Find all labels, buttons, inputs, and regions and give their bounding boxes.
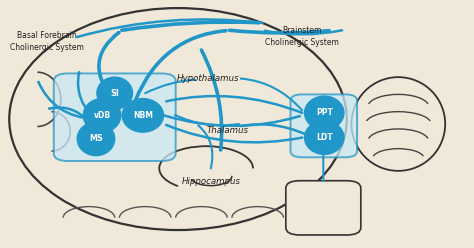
FancyArrowPatch shape — [175, 115, 239, 125]
Ellipse shape — [97, 77, 133, 109]
Text: Brainstem
Cholinergic System: Brainstem Cholinergic System — [265, 26, 339, 47]
Ellipse shape — [305, 121, 344, 154]
Text: PPT: PPT — [316, 108, 333, 117]
Text: SI: SI — [110, 89, 119, 98]
Ellipse shape — [30, 20, 335, 168]
FancyArrowPatch shape — [49, 108, 94, 129]
FancyArrowPatch shape — [164, 115, 300, 126]
Text: Thalamus: Thalamus — [206, 126, 248, 135]
Ellipse shape — [77, 122, 115, 155]
FancyArrowPatch shape — [136, 31, 226, 99]
Text: MS: MS — [89, 134, 103, 143]
FancyBboxPatch shape — [291, 94, 357, 157]
Ellipse shape — [9, 8, 347, 230]
Ellipse shape — [122, 99, 164, 132]
FancyArrowPatch shape — [99, 32, 118, 99]
FancyBboxPatch shape — [54, 73, 176, 161]
FancyArrowPatch shape — [77, 19, 263, 37]
Ellipse shape — [351, 77, 445, 171]
FancyArrowPatch shape — [78, 72, 98, 122]
Ellipse shape — [83, 99, 121, 132]
FancyArrowPatch shape — [265, 30, 342, 34]
Text: vDB: vDB — [93, 111, 110, 120]
Text: LDT: LDT — [316, 133, 333, 142]
Text: Hippocampus: Hippocampus — [182, 178, 240, 186]
Text: Basal Forebrain
Cholinergic System: Basal Forebrain Cholinergic System — [10, 31, 84, 52]
Ellipse shape — [305, 96, 344, 130]
FancyArrowPatch shape — [241, 79, 302, 110]
FancyArrowPatch shape — [145, 80, 194, 93]
FancyArrowPatch shape — [166, 96, 302, 113]
FancyArrowPatch shape — [166, 125, 302, 142]
FancyArrowPatch shape — [201, 50, 222, 150]
FancyArrowPatch shape — [242, 124, 305, 134]
Text: Hypothalamus: Hypothalamus — [177, 74, 240, 83]
FancyArrowPatch shape — [38, 82, 94, 119]
FancyArrowPatch shape — [229, 30, 329, 33]
FancyBboxPatch shape — [286, 181, 361, 235]
FancyArrowPatch shape — [199, 125, 212, 168]
FancyArrowPatch shape — [122, 22, 258, 30]
Text: NBM: NBM — [133, 111, 153, 120]
